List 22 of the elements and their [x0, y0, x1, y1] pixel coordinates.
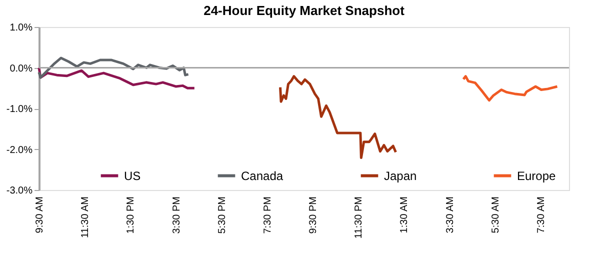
y-tick-label: 0.0% [10, 63, 33, 74]
y-tick-label: -2.0% [6, 144, 33, 156]
x-tick-label: 5:30 PM [216, 196, 228, 234]
x-tick-label: 3:30 AM [444, 196, 456, 234]
x-tick-label: 9:30 PM [308, 196, 320, 234]
x-tick-label: 11:30 PM [354, 196, 365, 239]
legend-label: Canada [241, 168, 284, 183]
x-tick-label: 9:30 AM [34, 196, 46, 234]
y-tick-label: -1.0% [6, 104, 33, 115]
x-tick-label: 11:30 AM [80, 196, 92, 238]
y-tick-label: -3.0% [6, 186, 33, 196]
legend-label: Europe [517, 168, 556, 183]
x-tick-label: 3:30 PM [171, 196, 182, 234]
y-tick-label: 1.0% [10, 22, 33, 34]
x-tick-label: 7:30 PM [262, 196, 274, 234]
x-tick-label: 5:30 AM [490, 196, 502, 234]
legend-label: US [124, 168, 141, 183]
x-tick-label: 1:30 PM [126, 196, 137, 234]
legend-label: Japan [384, 168, 417, 183]
x-tick-label: 1:30 AM [399, 196, 410, 234]
x-tick-label: 7:30 AM [536, 196, 548, 234]
chart-title: 24-Hour Equity Market Snapshot [204, 3, 406, 18]
